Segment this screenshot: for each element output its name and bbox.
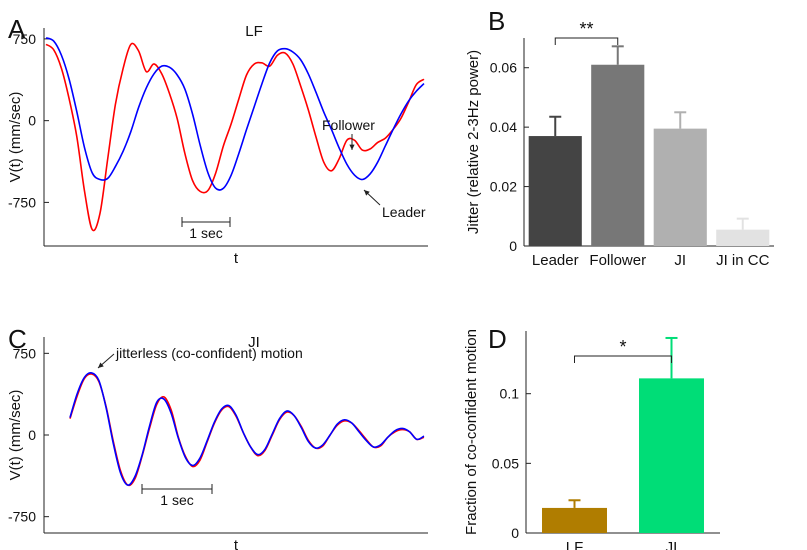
y-axis-label: V(t) (mm/sec) — [7, 92, 24, 183]
x-tick-label: JI — [674, 252, 686, 269]
x-tick-label: JI — [666, 539, 678, 550]
bar — [716, 229, 770, 246]
panel-d: D 0 0.05 0.1 Fraction of co-confident motion… — [463, 324, 720, 550]
y-axis-label: Jitter (relative 2-3Hz power) — [465, 50, 482, 234]
series-line-leader — [69, 372, 425, 486]
panel-c: C JI 750 0 -750 V(t) (mm/sec) t 1 sec jitterless… — [7, 324, 428, 550]
y-tick-label: 750 — [13, 345, 37, 361]
x-tick-label: Follower — [589, 252, 646, 269]
y-tick-label: 0.1 — [500, 386, 520, 402]
y-tick-label: 0 — [511, 525, 519, 541]
significance-bracket — [554, 37, 619, 45]
panel-letter: A — [8, 14, 26, 44]
panel-letter: D — [488, 324, 507, 354]
panel-title: JI — [248, 334, 260, 351]
y-tick-label: 0 — [28, 427, 36, 443]
annotation-arrowhead — [98, 362, 104, 368]
significance-bracket — [574, 355, 672, 363]
annotation-label: Follower — [322, 117, 375, 133]
x-axis-label: t — [234, 537, 239, 550]
annotation-label: jitterless (co-confident) motion — [115, 345, 303, 361]
x-tick-label: LF — [566, 539, 584, 550]
annotation-arrowhead — [349, 144, 355, 150]
bar — [528, 136, 582, 246]
y-tick-label: 0 — [28, 113, 36, 129]
series-line-follower — [69, 373, 425, 487]
bar — [639, 378, 704, 533]
y-tick-label: 0 — [509, 238, 517, 254]
series-line-leader — [45, 37, 425, 191]
scale-bar-label: 1 sec — [189, 225, 222, 241]
x-tick-label: Leader — [532, 252, 579, 269]
panel-letter: C — [8, 324, 27, 354]
y-axis-label: Fraction of co-confident motion — [463, 329, 480, 535]
scale-bar-label: 1 sec — [160, 492, 193, 508]
y-axis-label: V(t) (mm/sec) — [7, 390, 24, 481]
y-tick-label: 0.05 — [492, 455, 519, 471]
panel-letter: B — [488, 6, 505, 36]
y-tick-label: 750 — [13, 31, 37, 47]
y-tick-label: 0.04 — [490, 119, 517, 135]
bar — [653, 128, 707, 246]
x-axis-label: t — [234, 250, 239, 267]
panel-b: B 0 0.02 0.04 0.06 Jitter (relative 2-3Hz pow… — [465, 6, 774, 269]
bar — [591, 64, 645, 246]
annotation-arrowhead — [364, 190, 370, 196]
panel-a: A LF 750 0 -750 V(t) (mm/sec) t 1 sec Follower Le… — [7, 14, 428, 267]
y-tick-label: 0.06 — [490, 60, 517, 76]
bar — [542, 507, 607, 533]
annotation-label: Leader — [382, 204, 426, 220]
series-line-follower — [45, 42, 425, 232]
significance-marker: * — [619, 337, 626, 357]
panel-title: LF — [245, 23, 263, 40]
significance-marker: ** — [579, 19, 593, 39]
y-tick-label: -750 — [8, 509, 36, 525]
y-tick-label: -750 — [8, 194, 36, 210]
y-tick-label: 0.02 — [490, 179, 517, 195]
x-tick-label: JI in CC — [716, 252, 770, 269]
